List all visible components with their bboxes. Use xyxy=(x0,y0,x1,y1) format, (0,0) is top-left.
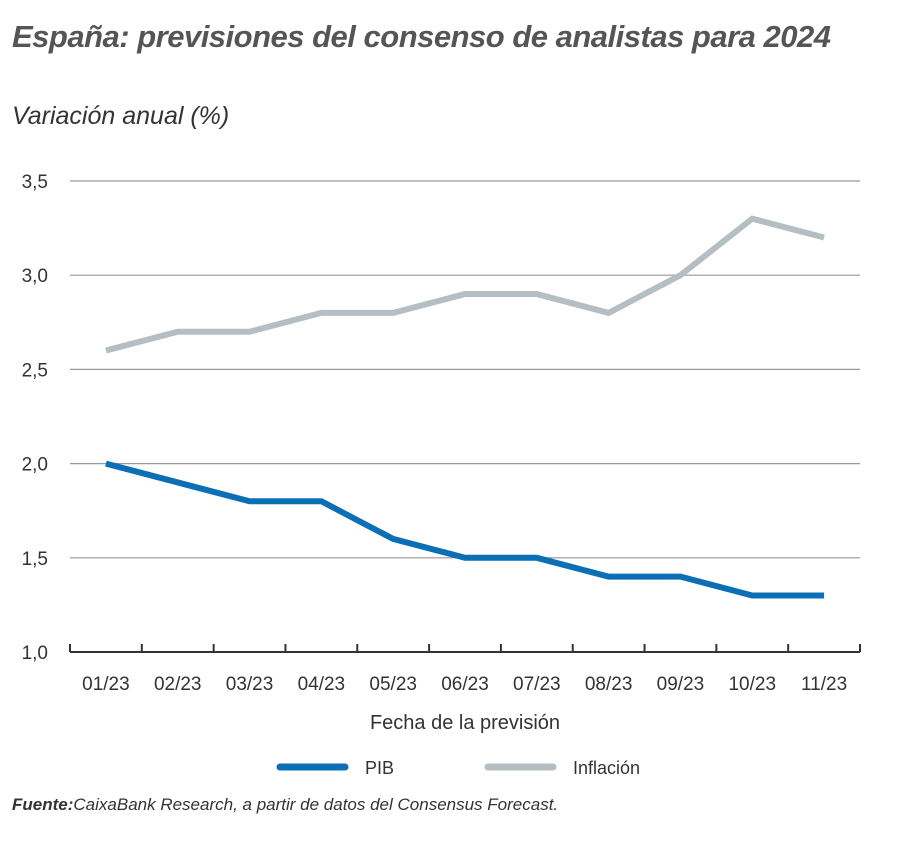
y-tick-label: 2,5 xyxy=(22,360,48,381)
x-tick-label: 08/23 xyxy=(585,674,633,695)
x-tick-label: 07/23 xyxy=(513,674,561,695)
source-label: Fuente: xyxy=(12,795,74,814)
source-note: Fuente:CaixaBank Research, a partir de d… xyxy=(12,795,558,815)
source-text: CaixaBank Research, a partir de datos de… xyxy=(73,795,559,814)
legend-label: Inflación xyxy=(573,758,640,778)
x-tick-label: 10/23 xyxy=(728,674,776,695)
x-tick-label: 03/23 xyxy=(226,674,274,695)
chart-subtitle: Variación anual (%) xyxy=(12,102,230,130)
x-tick-label: 06/23 xyxy=(441,674,489,695)
x-tick-label: 05/23 xyxy=(369,674,417,695)
x-tick-label: 04/23 xyxy=(298,674,346,695)
series-line-inflación xyxy=(105,215,825,354)
x-tick-label: 11/23 xyxy=(801,674,847,695)
x-tick-label: 02/23 xyxy=(154,674,202,695)
chart-title: España: previsiones del consenso de anal… xyxy=(12,19,831,54)
legend-label: PIB xyxy=(365,758,394,778)
x-tick-label: 09/23 xyxy=(657,674,705,695)
x-axis-label: Fecha de la previsión xyxy=(370,712,560,734)
y-tick-label: 1,5 xyxy=(22,549,48,570)
y-tick-label: 3,0 xyxy=(22,266,48,287)
x-tick-label: 01/23 xyxy=(82,674,130,695)
y-tick-label: 3,5 xyxy=(22,172,48,193)
y-tick-label: 1,0 xyxy=(22,643,48,664)
series-line-pib xyxy=(105,460,825,599)
y-tick-label: 2,0 xyxy=(22,455,48,476)
